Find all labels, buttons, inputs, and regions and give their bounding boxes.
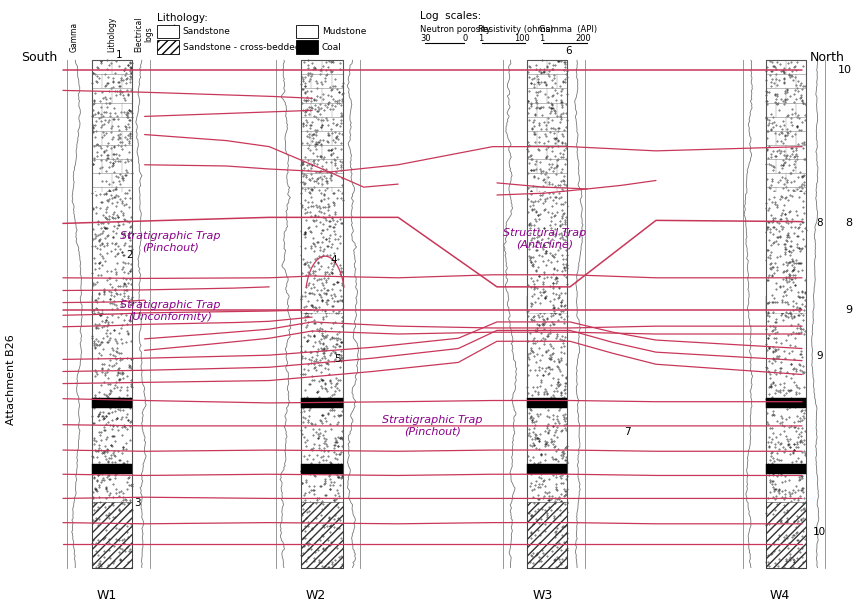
Text: Resistivity (ohms): Resistivity (ohms) <box>477 24 553 34</box>
Bar <box>766 60 805 567</box>
Text: Attachment B26: Attachment B26 <box>6 334 16 425</box>
Bar <box>528 502 567 567</box>
Text: Lithology: Lithology <box>107 17 117 52</box>
Bar <box>301 502 343 567</box>
Text: 7: 7 <box>625 427 631 437</box>
Bar <box>301 60 343 567</box>
Text: 1: 1 <box>116 50 122 60</box>
Text: 6: 6 <box>565 46 572 56</box>
Text: 4: 4 <box>330 254 337 265</box>
Bar <box>528 398 567 407</box>
Bar <box>528 296 567 313</box>
Text: Sandstone - cross-bedded: Sandstone - cross-bedded <box>183 43 300 52</box>
Text: Stratigraphic Trap
(Unconformity): Stratigraphic Trap (Unconformity) <box>120 300 221 322</box>
Bar <box>301 60 343 567</box>
Text: 100: 100 <box>514 35 529 43</box>
Bar <box>301 502 343 567</box>
Bar <box>93 192 132 313</box>
Bar <box>296 40 317 54</box>
Text: Electrical
logs: Electrical logs <box>134 17 154 52</box>
Bar <box>93 464 132 475</box>
Bar <box>766 60 805 567</box>
Bar <box>93 502 132 567</box>
Bar <box>766 60 805 314</box>
Bar <box>528 60 567 567</box>
Text: Gamma: Gamma <box>70 22 79 52</box>
Text: North: North <box>810 51 844 64</box>
Text: W1: W1 <box>97 589 118 603</box>
Text: 200: 200 <box>575 35 591 43</box>
Bar <box>93 296 132 313</box>
Bar <box>766 502 805 567</box>
Bar <box>301 398 343 407</box>
Text: 2: 2 <box>126 251 133 260</box>
Text: 5: 5 <box>335 354 342 364</box>
Bar <box>301 464 343 475</box>
Text: Lithology:: Lithology: <box>157 13 208 23</box>
Bar <box>766 296 805 313</box>
Bar <box>766 60 805 567</box>
Text: 30: 30 <box>420 35 431 43</box>
Bar <box>301 60 343 314</box>
Text: 10: 10 <box>838 65 852 76</box>
Bar <box>301 296 343 313</box>
Text: 1: 1 <box>477 35 483 43</box>
Bar <box>766 60 805 567</box>
Text: Gamma  (API): Gamma (API) <box>539 24 598 34</box>
Bar <box>296 24 317 38</box>
Text: South: South <box>21 51 57 64</box>
Text: 10: 10 <box>813 526 826 537</box>
Bar <box>301 60 343 567</box>
Text: 8: 8 <box>816 218 823 228</box>
Text: W2: W2 <box>305 589 326 603</box>
Bar <box>528 60 567 567</box>
Text: 9: 9 <box>816 351 823 361</box>
Bar <box>528 60 567 314</box>
Text: 3: 3 <box>134 498 141 508</box>
Bar <box>528 60 567 567</box>
Text: Stratigraphic Trap
(Pinchout): Stratigraphic Trap (Pinchout) <box>382 415 483 437</box>
Bar <box>93 60 132 314</box>
Text: Structural Trap
(Anticline): Structural Trap (Anticline) <box>503 228 586 249</box>
Bar <box>157 40 179 54</box>
Bar <box>93 60 132 567</box>
Text: Sandstone: Sandstone <box>183 27 230 36</box>
Bar <box>528 60 567 567</box>
Bar <box>766 464 805 475</box>
Text: W4: W4 <box>770 589 790 603</box>
Bar <box>93 398 132 407</box>
Text: 1: 1 <box>539 35 545 43</box>
Text: Log  scales:: Log scales: <box>420 11 481 21</box>
Bar <box>766 192 805 313</box>
Bar <box>528 464 567 475</box>
Text: Neutron porosity: Neutron porosity <box>420 24 490 34</box>
Text: Stratigraphic Trap
(Pinchout): Stratigraphic Trap (Pinchout) <box>120 231 221 253</box>
Bar <box>93 60 132 567</box>
Bar <box>766 398 805 407</box>
Text: W3: W3 <box>532 589 553 603</box>
Bar <box>93 60 132 567</box>
Bar <box>528 502 567 567</box>
Bar <box>528 192 567 313</box>
Text: 0: 0 <box>463 35 468 43</box>
Bar <box>93 60 132 567</box>
Bar <box>301 192 343 313</box>
Bar <box>301 60 343 567</box>
Text: Coal: Coal <box>322 43 342 52</box>
Text: Mudstone: Mudstone <box>322 27 366 36</box>
Bar <box>157 24 179 38</box>
Bar <box>766 502 805 567</box>
Text: 8: 8 <box>845 218 852 228</box>
Text: 9: 9 <box>845 305 852 315</box>
Bar <box>93 502 132 567</box>
